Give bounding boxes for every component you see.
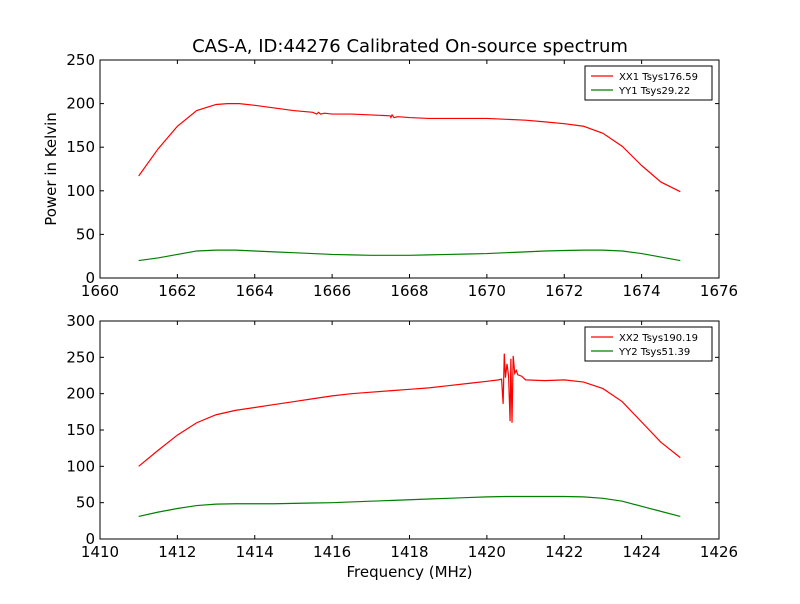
x-tick-label: 1664 bbox=[236, 282, 274, 300]
y-tick-label: 200 bbox=[66, 385, 95, 403]
y-tick-label: 150 bbox=[66, 138, 95, 156]
x-tick-label: 1666 bbox=[313, 282, 351, 300]
chart-title: CAS-A, ID:44276 Calibrated On-source spe… bbox=[192, 36, 628, 57]
y-tick-label: 50 bbox=[76, 225, 95, 243]
chart-panel-2: 1410 1412 1414 1416 1418 1420 1422 1424 1426 0 50 1… bbox=[66, 312, 738, 581]
x-tick-label: 1660 bbox=[81, 282, 119, 300]
x-tick-label: 1676 bbox=[700, 282, 738, 300]
legend: XX2 Tsys190.19 YY2 Tsys51.39 bbox=[584, 326, 713, 362]
x-tick-label: 1670 bbox=[468, 282, 506, 300]
y-tick-label: 150 bbox=[66, 421, 95, 439]
y-tick-label: 250 bbox=[66, 51, 95, 69]
x-tick-label: 1674 bbox=[623, 282, 661, 300]
legend-box bbox=[584, 326, 713, 362]
x-tick-label: 1668 bbox=[390, 282, 428, 300]
x-tick-label: 1412 bbox=[158, 543, 196, 561]
y-tick-label: 0 bbox=[85, 269, 95, 287]
x-tick-label: 1414 bbox=[236, 543, 274, 561]
x-tick-label: 1420 bbox=[468, 543, 506, 561]
legend-label: XX1 Tsys176.59 bbox=[619, 72, 698, 83]
legend: XX1 Tsys176.59 YY1 Tsys29.22 bbox=[584, 65, 713, 101]
y-tick-label: 300 bbox=[66, 312, 95, 330]
x-tick-label: 1422 bbox=[545, 543, 583, 561]
x-axis-label: Frequency (MHz) bbox=[346, 563, 472, 581]
y-tick-label: 200 bbox=[66, 95, 95, 113]
y-tick-label: 250 bbox=[66, 348, 95, 366]
x-tick-label: 1418 bbox=[390, 543, 428, 561]
y-tick-label: 100 bbox=[66, 457, 95, 475]
series-line-2 bbox=[138, 495, 681, 518]
x-tick-label: 1410 bbox=[81, 543, 119, 561]
chart-panel-1: 1660 1662 1664 1666 1668 1670 1672 1674 1676 0 50 1… bbox=[42, 51, 738, 300]
y-axis-label: Power in Kelvin bbox=[42, 112, 60, 226]
x-tick-label: 1426 bbox=[700, 543, 738, 561]
x-tick-label: 1424 bbox=[623, 543, 661, 561]
x-tick-label: 1662 bbox=[158, 282, 196, 300]
legend-label: XX2 Tsys190.19 bbox=[619, 333, 698, 344]
y-tick-label: 100 bbox=[66, 182, 95, 200]
legend-label: YY2 Tsys51.39 bbox=[618, 347, 690, 358]
series-line-1 bbox=[138, 103, 681, 193]
legend-label: YY1 Tsys29.22 bbox=[618, 86, 690, 97]
series-line-1 bbox=[138, 353, 681, 467]
y-tick-label: 50 bbox=[76, 494, 95, 512]
series-line-2 bbox=[138, 249, 681, 262]
x-tick-label: 1672 bbox=[545, 282, 583, 300]
x-tick-label: 1416 bbox=[313, 543, 351, 561]
y-tick-label: 0 bbox=[85, 530, 95, 548]
legend-box bbox=[584, 65, 713, 101]
